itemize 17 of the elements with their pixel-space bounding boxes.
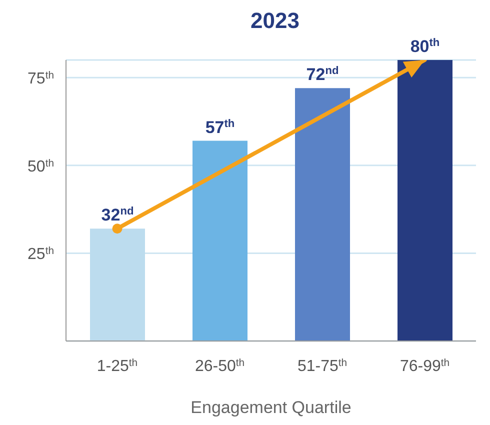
data-label: 80$^{th}$ bbox=[410, 37, 440, 56]
x-tick-label: 26-50$^{th}$ bbox=[194, 358, 245, 375]
data-label: 32$^{nd}$ bbox=[101, 206, 134, 225]
x-axis-title: Engagement Quartile bbox=[190, 398, 352, 417]
y-tick-label: 75$^{th}$ bbox=[28, 70, 54, 88]
data-label: 57$^{th}$ bbox=[205, 118, 235, 137]
data-label: 72$^{nd}$ bbox=[306, 65, 339, 84]
bar bbox=[192, 140, 248, 341]
chart-title: 2023 bbox=[250, 8, 300, 33]
bar bbox=[295, 88, 350, 341]
bar bbox=[90, 228, 145, 341]
bar bbox=[398, 60, 452, 341]
y-tick-label: 25$^{th}$ bbox=[28, 246, 54, 264]
x-tick-label: 76-99$^{th}$ bbox=[400, 358, 450, 375]
y-tick-label: 50$^{th}$ bbox=[28, 158, 54, 176]
x-tick-label: 1-25$^{th}$ bbox=[96, 358, 138, 375]
x-tick-label: 51-75$^{th}$ bbox=[297, 358, 348, 375]
